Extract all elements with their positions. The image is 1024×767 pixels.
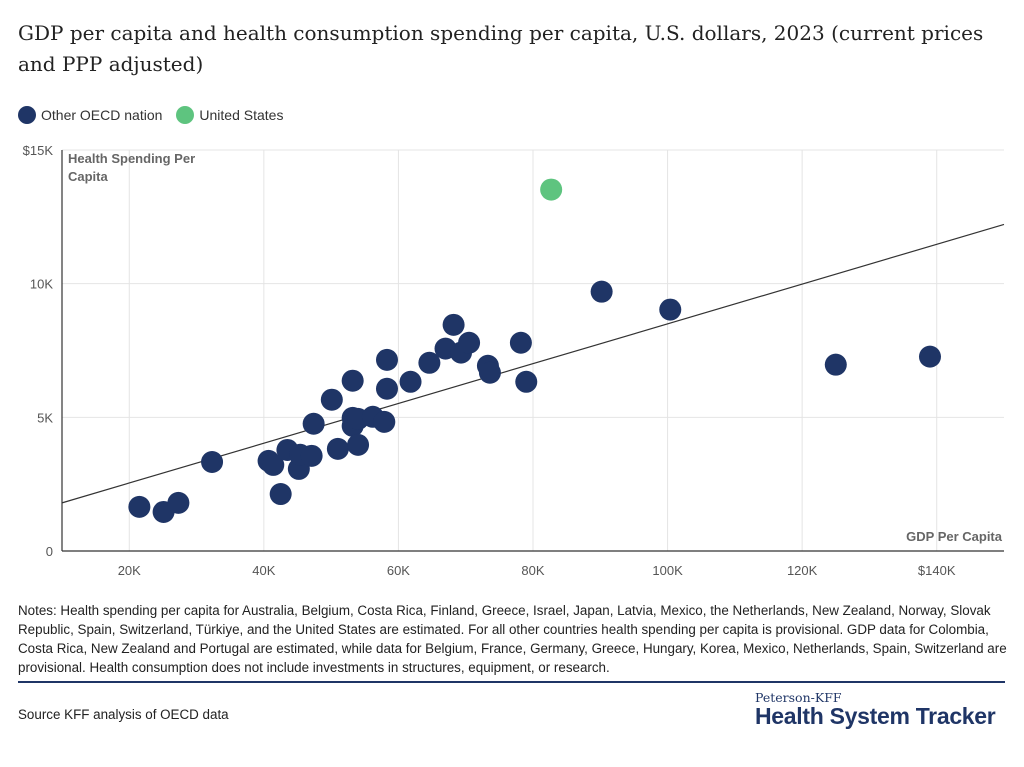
legend-dot-icon [18, 106, 36, 124]
y-axis-title-line2: Capita [68, 169, 109, 184]
oecd-point [478, 361, 501, 384]
legend-label: United States [199, 107, 284, 123]
logo-big: Health System Tracker [755, 703, 996, 729]
oecd-point [659, 298, 682, 321]
divider [18, 681, 1005, 683]
logo-small: Peterson-KFF [755, 690, 842, 705]
oecd-point [515, 370, 538, 393]
source: Source KFF analysis of OECD data [18, 707, 229, 722]
oecd-point [375, 348, 398, 371]
oecd-point [418, 351, 441, 374]
y-tick-label: 10K [30, 277, 53, 292]
oecd-point [442, 313, 465, 336]
x-tick-label: $140K [918, 563, 956, 578]
oecd-point [326, 437, 349, 460]
oecd-point [302, 412, 325, 435]
legend-item-us: United States [176, 106, 283, 124]
oecd-point [824, 353, 847, 376]
x-tick-label: 120K [787, 563, 818, 578]
y-tick-label: 5K [37, 410, 53, 425]
oecd-point [373, 410, 396, 433]
oecd-point [262, 453, 285, 476]
y-axis-title: Health Spending Per [68, 151, 195, 166]
us-point [540, 178, 563, 201]
oecd-point [201, 450, 224, 473]
legend-label: Other OECD nation [41, 107, 163, 123]
oecd-point [269, 483, 292, 506]
x-tick-label: 100K [652, 563, 683, 578]
oecd-point [590, 280, 613, 303]
chart-title: GDP per capita and health consumption sp… [18, 21, 984, 76]
legend-dot-icon [176, 106, 195, 124]
x-axis-title: GDP Per Capita [906, 529, 1003, 544]
logo: Peterson-KFF Health System Tracker [755, 690, 996, 730]
oecd-point [320, 388, 343, 411]
oecd-point [399, 370, 422, 393]
x-tick-label: 80K [521, 563, 544, 578]
oecd-point [300, 444, 323, 467]
legend: Other OECD nation United States [18, 106, 297, 124]
x-tick-label: 20K [118, 563, 141, 578]
scatter-chart: 20K 40K 60K 80K 100K 120K $140K 0 5K 10K $15K Healt… [23, 143, 1005, 578]
y-tick-label: 0 [46, 544, 53, 559]
oecd-point [509, 331, 532, 354]
x-tick-label: 40K [252, 563, 275, 578]
oecd-point [347, 433, 370, 456]
y-tick-label: $15K [23, 143, 54, 158]
oecd-point [375, 377, 398, 400]
oecd-point [341, 369, 364, 392]
x-tick-label: 60K [387, 563, 410, 578]
legend-item-other: Other OECD nation [18, 106, 162, 124]
oecd-point [458, 331, 481, 354]
notes: Notes: Health spending per capita for Au… [18, 603, 1007, 675]
oecd-point [128, 495, 151, 518]
oecd-point [918, 345, 941, 368]
oecd-point [167, 491, 190, 514]
